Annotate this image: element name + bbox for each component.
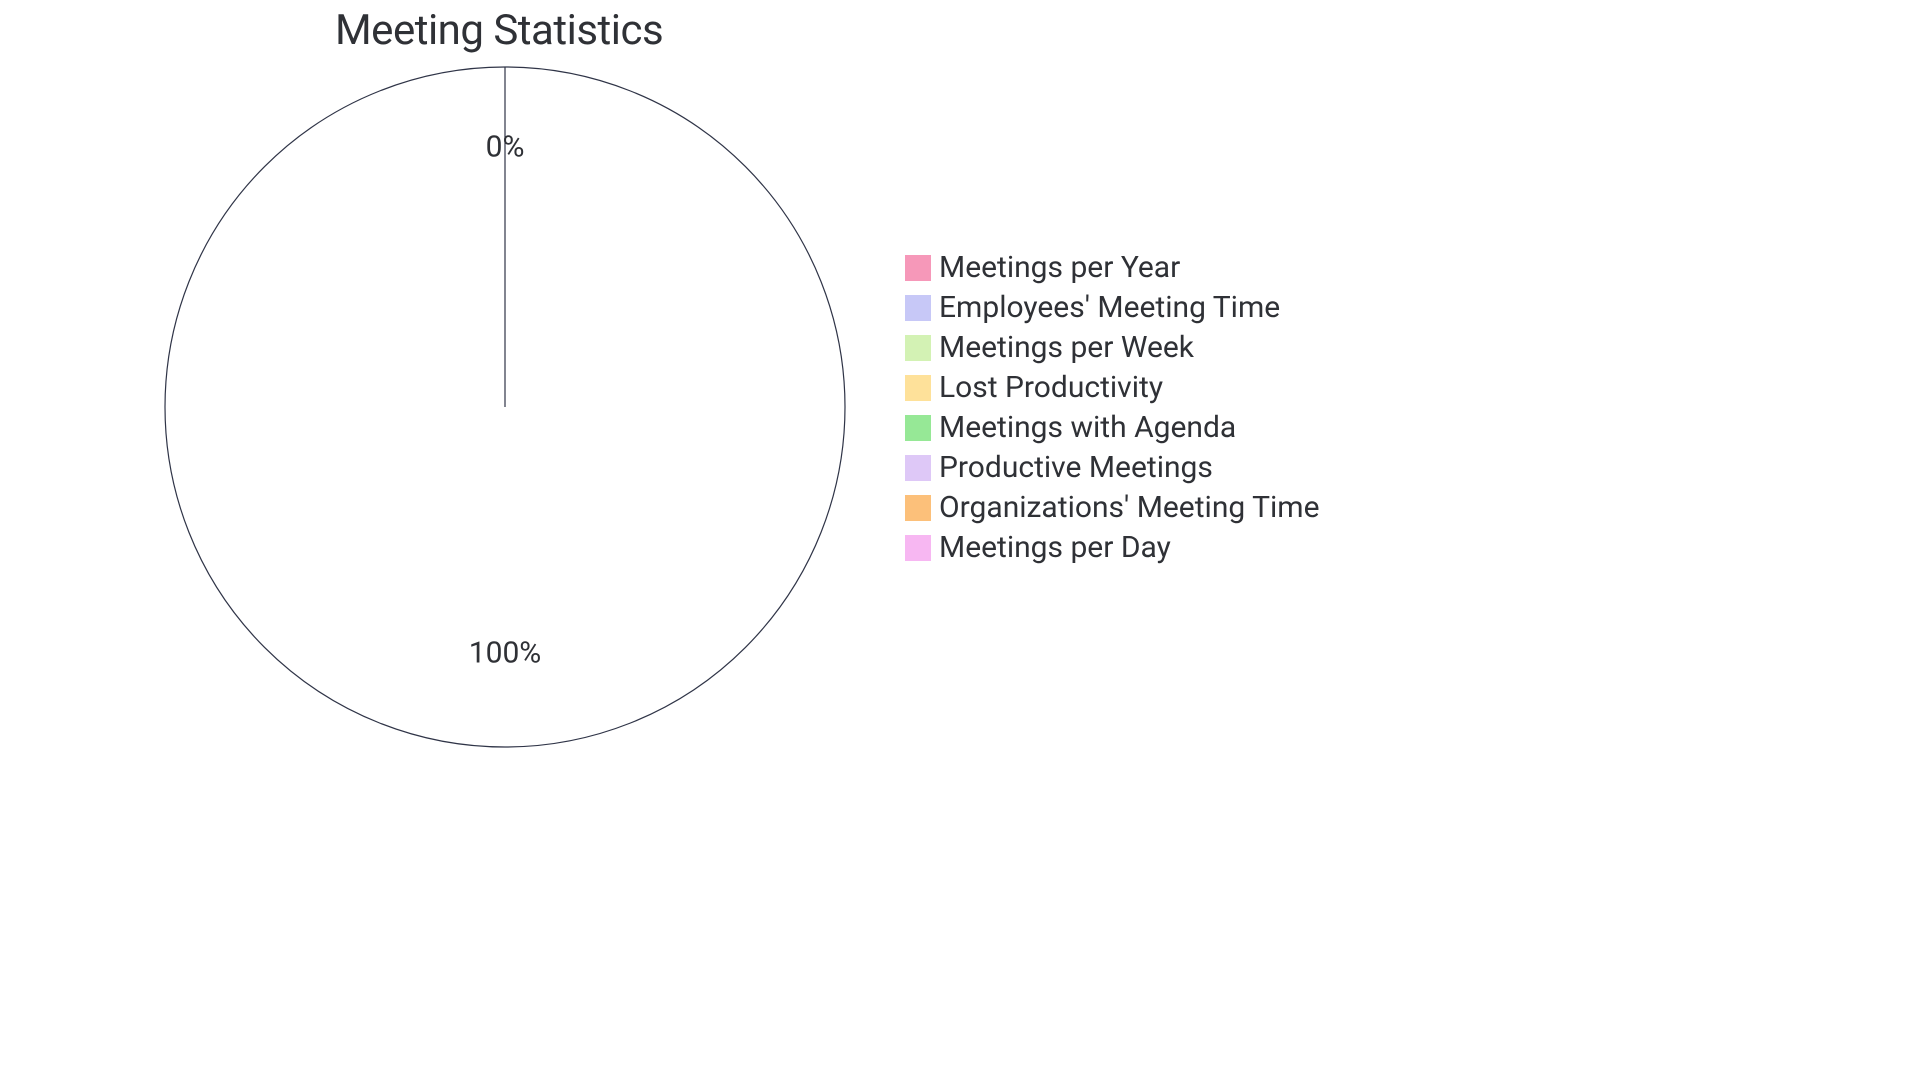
- legend-item: Meetings per Day: [905, 528, 1320, 568]
- legend-label: Productive Meetings: [939, 453, 1213, 483]
- legend-swatch: [905, 255, 931, 281]
- legend-label: Meetings per Year: [939, 253, 1180, 283]
- legend-swatch: [905, 295, 931, 321]
- legend-label: Meetings per Week: [939, 333, 1194, 363]
- legend-label: Meetings per Day: [939, 533, 1171, 563]
- legend-swatch: [905, 495, 931, 521]
- legend-swatch: [905, 415, 931, 441]
- legend-swatch: [905, 535, 931, 561]
- legend-label: Organizations' Meeting Time: [939, 493, 1320, 523]
- legend-label: Lost Productivity: [939, 373, 1163, 403]
- slice-label-0: 0%: [486, 130, 525, 165]
- legend: Meetings per Year Employees' Meeting Tim…: [905, 248, 1320, 568]
- chart-container: Meeting Statistics 0% 100% Meetings per …: [0, 0, 1920, 1080]
- legend-item: Lost Productivity: [905, 368, 1320, 408]
- legend-item: Productive Meetings: [905, 448, 1320, 488]
- legend-item: Employees' Meeting Time: [905, 288, 1320, 328]
- legend-label: Employees' Meeting Time: [939, 293, 1280, 323]
- legend-swatch: [905, 375, 931, 401]
- legend-label: Meetings with Agenda: [939, 413, 1236, 443]
- slice-label-1: 100%: [469, 636, 542, 671]
- legend-item: Meetings per Year: [905, 248, 1320, 288]
- legend-swatch: [905, 335, 931, 361]
- legend-swatch: [905, 455, 931, 481]
- legend-item: Organizations' Meeting Time: [905, 488, 1320, 528]
- legend-item: Meetings with Agenda: [905, 408, 1320, 448]
- legend-item: Meetings per Week: [905, 328, 1320, 368]
